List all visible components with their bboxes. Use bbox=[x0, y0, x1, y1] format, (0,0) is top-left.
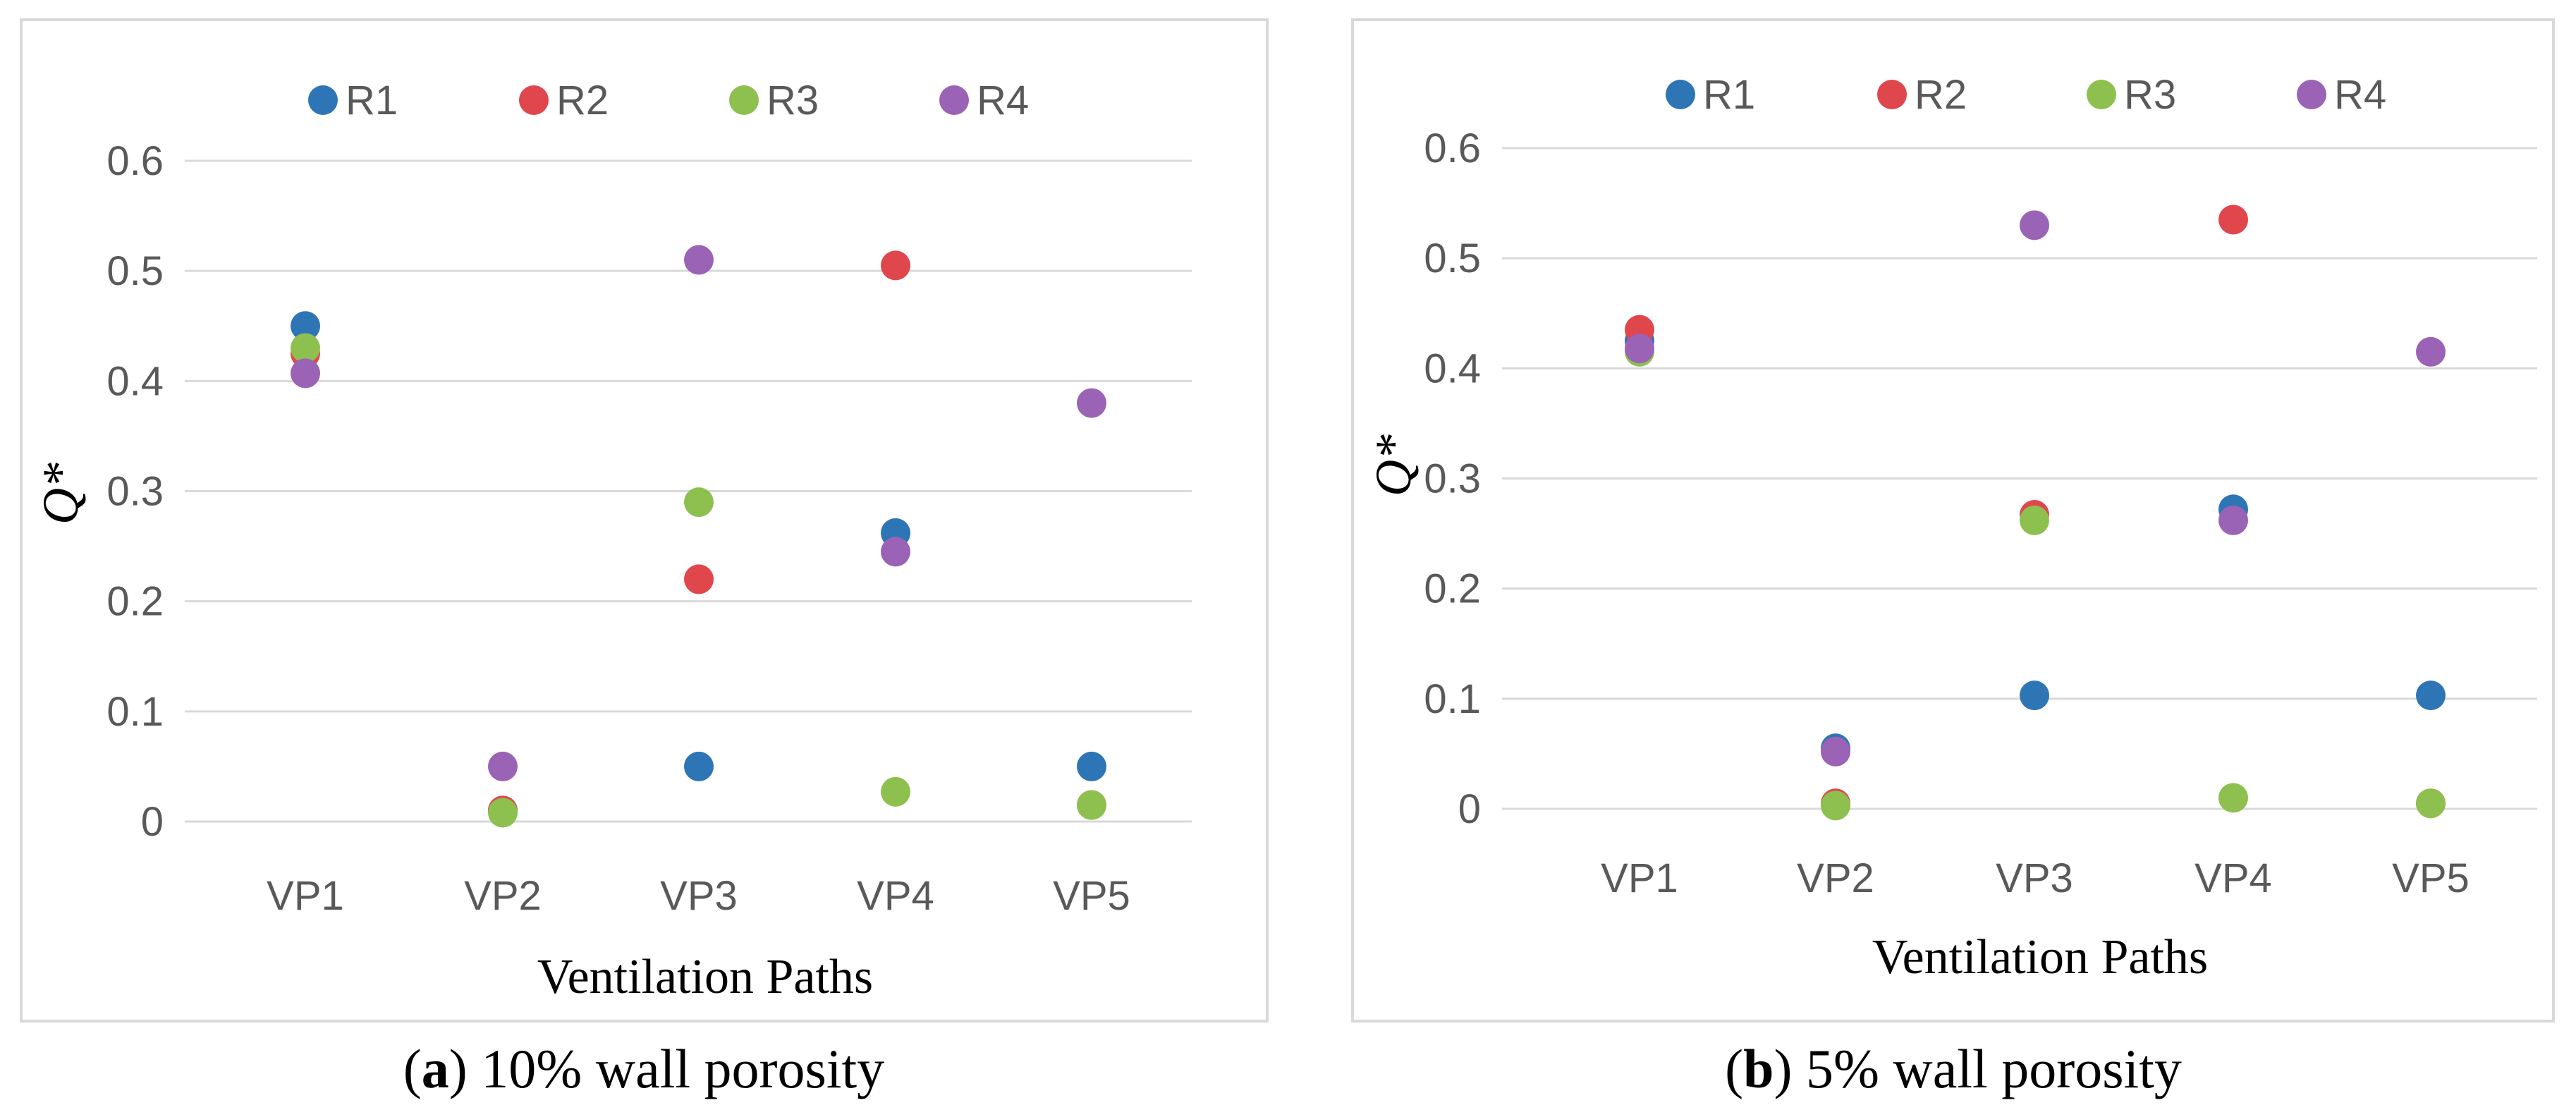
panel-b-y-ticks: 0 0.1 0.2 0.3 0.4 0.5 0.6 bbox=[1424, 126, 1481, 832]
x-tick-label-vp5: VP5 bbox=[1053, 873, 1130, 919]
panel-a-x-axis-title: Ventilation Paths bbox=[537, 950, 873, 1004]
y-tick-label: 0.2 bbox=[1424, 566, 1481, 612]
panel-a-gridlines bbox=[185, 159, 1192, 823]
panel-b-gridlines bbox=[1502, 147, 2537, 810]
legend-marker-r3 bbox=[729, 85, 759, 115]
point-r1-vp3 bbox=[2020, 680, 2049, 711]
panel-a: 0 0.1 0.2 0.3 0.4 0.5 0.6 VP1 VP2 VP3 VP4 VP5 R1 R2… bbox=[20, 18, 1269, 1099]
x-tick-label-vp3: VP3 bbox=[1996, 855, 2073, 901]
panel-a-x-ticks: VP1 VP2 VP3 VP4 VP5 bbox=[267, 873, 1130, 919]
legend-label-r2: R2 bbox=[556, 78, 609, 123]
x-tick-label-vp4: VP4 bbox=[857, 873, 934, 919]
point-r1-vp3 bbox=[684, 751, 714, 781]
legend-marker-r1 bbox=[1666, 80, 1695, 109]
y-tick-label: 0.1 bbox=[1424, 676, 1481, 722]
panel-a-caption-label: a bbox=[422, 1038, 449, 1099]
panel-b-y-axis-title: Q* bbox=[1365, 434, 1422, 496]
x-tick-label-vp1: VP1 bbox=[1601, 855, 1678, 901]
point-r4-vp4 bbox=[881, 537, 910, 567]
y-tick-label: 0.2 bbox=[106, 579, 164, 625]
y-tick-label: 0.5 bbox=[106, 248, 164, 294]
legend-label-r3: R3 bbox=[767, 78, 819, 123]
panel-a-caption: (a) 10% wall porosity bbox=[403, 1038, 884, 1099]
point-r4-vp2 bbox=[488, 751, 518, 781]
point-r3-vp4 bbox=[881, 776, 910, 807]
y-tick-label: 0.3 bbox=[106, 469, 164, 515]
y-tick-label: 0.6 bbox=[106, 138, 164, 184]
point-r3-vp5 bbox=[1077, 790, 1106, 820]
legend-marker-r1 bbox=[308, 85, 338, 115]
legend-marker-r3 bbox=[2087, 80, 2116, 109]
point-r3-vp1 bbox=[291, 333, 320, 363]
legend-marker-r4 bbox=[2297, 80, 2326, 109]
legend-marker-r4 bbox=[939, 85, 969, 115]
point-r4-vp5 bbox=[1077, 388, 1106, 418]
point-r2-vp3 bbox=[684, 564, 714, 594]
legend-label-r3: R3 bbox=[2124, 72, 2176, 118]
panel-a-y-axis-title: Q* bbox=[32, 463, 89, 525]
x-tick-label-vp4: VP4 bbox=[2195, 855, 2272, 901]
point-r3-vp3 bbox=[2020, 505, 2049, 535]
y-tick-label: 0.4 bbox=[106, 358, 164, 404]
point-r4-vp2 bbox=[1821, 736, 1850, 767]
panel-b-caption-text: 5% wall porosity bbox=[1806, 1038, 2182, 1099]
panel-a-caption-text: 10% wall porosity bbox=[481, 1038, 884, 1099]
point-r1-vp5 bbox=[2416, 680, 2446, 711]
point-r3-vp3 bbox=[684, 487, 714, 518]
y-tick-label: 0.1 bbox=[106, 689, 164, 735]
point-r3-vp4 bbox=[2218, 783, 2248, 813]
legend-label-r4: R4 bbox=[2334, 72, 2386, 118]
point-r1-vp1 bbox=[291, 311, 320, 341]
point-r1-vp5 bbox=[1077, 751, 1106, 781]
y-tick-label: 0 bbox=[1458, 786, 1481, 832]
y-tick-label: 0.4 bbox=[1424, 346, 1481, 391]
point-r2-vp4 bbox=[2218, 205, 2248, 235]
point-r4-vp3 bbox=[684, 245, 714, 275]
y-tick-label: 0 bbox=[141, 799, 164, 845]
point-r3-vp5 bbox=[2416, 788, 2446, 819]
x-tick-label-vp1: VP1 bbox=[267, 873, 344, 919]
point-r3-vp2 bbox=[488, 798, 518, 828]
x-tick-label-vp5: VP5 bbox=[2392, 855, 2470, 901]
panel-a-frame bbox=[20, 18, 1269, 1023]
panel-b-legend: R1 R2 R3 R4 bbox=[1666, 72, 2386, 118]
x-tick-label-vp3: VP3 bbox=[660, 873, 738, 919]
panel-b-frame bbox=[1351, 18, 2555, 1023]
point-r4-vp3 bbox=[2020, 210, 2049, 240]
x-tick-label-vp2: VP2 bbox=[1797, 855, 1874, 901]
point-r4-vp4 bbox=[2218, 505, 2248, 535]
panel-b-caption: (b) 5% wall porosity bbox=[1725, 1038, 2182, 1099]
y-tick-label: 0.3 bbox=[1424, 456, 1481, 502]
point-r2-vp4 bbox=[881, 250, 910, 281]
legend-marker-r2 bbox=[1877, 80, 1907, 109]
legend-label-r4: R4 bbox=[977, 78, 1029, 123]
panel-b-x-ticks: VP1 VP2 VP3 VP4 VP5 bbox=[1601, 855, 2470, 901]
panel-a-y-ticks: 0 0.1 0.2 0.3 0.4 0.5 0.6 bbox=[106, 138, 164, 845]
point-r4-vp1 bbox=[1625, 334, 1654, 364]
panel-a-legend: R1 R2 R3 R4 bbox=[308, 78, 1029, 123]
legend-label-r2: R2 bbox=[1915, 72, 1967, 118]
legend-label-r1: R1 bbox=[1703, 72, 1755, 118]
legend-marker-r2 bbox=[519, 85, 549, 115]
panel-b-caption-label: b bbox=[1743, 1038, 1774, 1099]
panel-b-points bbox=[1625, 205, 2446, 821]
point-r4-vp5 bbox=[2416, 336, 2446, 367]
panel-b: 0 0.1 0.2 0.3 0.4 0.5 0.6 VP1 VP2 VP3 VP4 VP5 R1 R2… bbox=[1351, 18, 2555, 1099]
point-r4-vp1 bbox=[291, 358, 320, 389]
point-r3-vp2 bbox=[1821, 791, 1850, 821]
panel-b-x-axis-title: Ventilation Paths bbox=[1872, 930, 2208, 984]
panel-a-points bbox=[291, 245, 1106, 828]
x-tick-label-vp2: VP2 bbox=[464, 873, 542, 919]
y-tick-label: 0.6 bbox=[1424, 126, 1481, 171]
legend-label-r1: R1 bbox=[346, 78, 398, 123]
y-tick-label: 0.5 bbox=[1424, 236, 1481, 281]
